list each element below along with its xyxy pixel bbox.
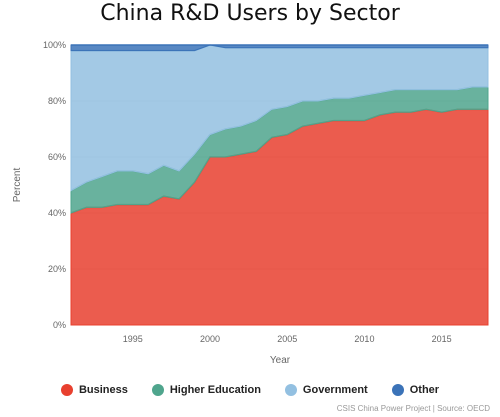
y-tick-label: 80% [48, 96, 66, 106]
y-tick-label: 100% [43, 40, 66, 50]
x-tick-label: 2000 [200, 334, 220, 344]
legend-label-other: Other [409, 384, 440, 396]
x-tick-label: 1995 [123, 334, 143, 344]
legend-swatch-government [284, 384, 297, 396]
legend: Business Higher Education Government Oth… [0, 384, 500, 396]
legend-swatch-higher-education [151, 384, 164, 396]
legend-item-business[interactable]: Business [60, 384, 128, 396]
legend-swatch-other [391, 384, 404, 396]
y-axis-title: Percent [12, 168, 23, 203]
legend-swatch-business [60, 384, 73, 396]
legend-label-business: Business [78, 384, 128, 396]
y-tick-label: 60% [48, 152, 66, 162]
x-tick-label: 2010 [354, 334, 374, 344]
source-credit: CSIS China Power Project | Source: OECD [336, 404, 490, 413]
y-tick-label: 40% [48, 208, 66, 218]
x-axis-ticks: 1995 2000 2005 2010 2015 [123, 334, 452, 344]
legend-item-government[interactable]: Government [284, 384, 368, 396]
y-tick-label: 0% [53, 320, 66, 330]
x-axis-title: Year [270, 355, 291, 366]
legend-label-government: Government [302, 384, 368, 396]
legend-item-higher-education[interactable]: Higher Education [151, 384, 261, 396]
x-tick-label: 2015 [432, 334, 452, 344]
area-layer [70, 44, 489, 326]
x-tick-label: 2005 [277, 334, 297, 344]
y-tick-label: 20% [48, 264, 66, 274]
chart-title: China R&D Users by Sector [100, 1, 400, 26]
legend-label-higher-education: Higher Education [169, 384, 261, 396]
y-axis-ticks: 0% 20% 40% 60% 80% 100% [43, 40, 66, 330]
legend-item-other[interactable]: Other [391, 384, 440, 396]
